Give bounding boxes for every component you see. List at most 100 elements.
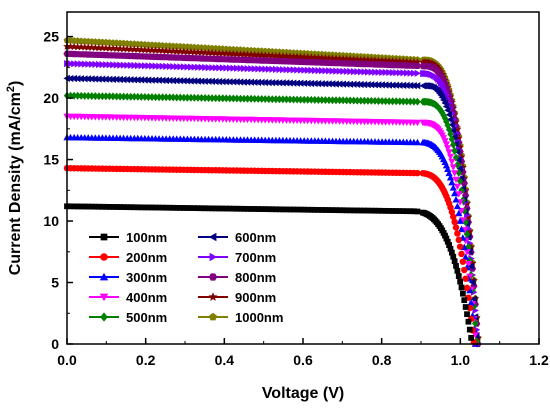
data-point xyxy=(240,78,247,86)
data-point xyxy=(173,77,180,85)
data-point xyxy=(340,207,346,214)
data-point xyxy=(255,206,262,212)
data-point xyxy=(287,66,294,74)
data-point xyxy=(113,61,121,69)
data-point xyxy=(134,92,141,101)
data-point xyxy=(354,96,361,105)
data-point xyxy=(145,93,152,101)
data-point xyxy=(251,65,259,73)
data-point xyxy=(151,76,159,84)
data-point xyxy=(463,230,471,239)
data-point xyxy=(293,52,301,61)
data-point xyxy=(454,267,461,274)
data-point xyxy=(357,96,365,105)
data-point xyxy=(169,47,178,55)
data-point xyxy=(145,62,152,70)
data-point xyxy=(70,91,78,100)
data-point xyxy=(110,204,116,210)
data-point xyxy=(347,207,354,214)
data-point xyxy=(399,57,408,65)
data-point xyxy=(326,67,333,75)
data-point xyxy=(400,69,407,77)
data-point xyxy=(300,79,308,87)
data-point xyxy=(445,149,453,156)
data-point xyxy=(311,66,319,75)
data-point xyxy=(212,64,220,72)
data-point xyxy=(443,235,450,242)
data-point xyxy=(371,97,379,105)
series-200nm xyxy=(63,164,478,346)
legend-label: 100nm xyxy=(126,230,167,245)
x-axis-title: Voltage (V) xyxy=(262,385,344,402)
data-point xyxy=(169,77,177,85)
legend-item: 700nm xyxy=(198,250,276,265)
data-point xyxy=(339,80,346,88)
data-point xyxy=(166,204,173,211)
data-point xyxy=(88,203,95,210)
data-point xyxy=(134,76,141,84)
legend-label: 600nm xyxy=(235,230,276,245)
data-point xyxy=(194,77,201,85)
data-point xyxy=(230,94,237,103)
data-point xyxy=(461,266,468,274)
data-point xyxy=(110,61,117,69)
data-point xyxy=(332,80,339,88)
data-point xyxy=(240,50,248,58)
data-point xyxy=(77,75,84,83)
data-point xyxy=(233,94,241,103)
data-point xyxy=(451,258,458,265)
legend-marker xyxy=(99,272,109,281)
data-point xyxy=(448,178,456,186)
data-point xyxy=(212,77,219,86)
data-point xyxy=(467,299,475,306)
data-point xyxy=(315,67,322,75)
data-point xyxy=(144,76,152,84)
data-point xyxy=(339,96,347,105)
data-point xyxy=(81,92,88,100)
data-point xyxy=(166,62,174,71)
data-point xyxy=(310,53,319,61)
series-300nm xyxy=(63,133,479,347)
data-point xyxy=(195,205,201,212)
data-point xyxy=(187,47,195,56)
data-point xyxy=(155,76,162,84)
data-point xyxy=(198,205,205,212)
data-point xyxy=(283,66,291,74)
data-point xyxy=(283,206,290,213)
data-point xyxy=(236,78,244,86)
data-point xyxy=(202,63,209,72)
data-point xyxy=(244,94,251,103)
data-point xyxy=(322,207,329,213)
data-point xyxy=(454,230,461,237)
data-point xyxy=(152,204,159,211)
data-point xyxy=(229,78,237,86)
data-point xyxy=(191,63,198,71)
data-point xyxy=(152,93,159,102)
x-tick-label: 1.2 xyxy=(529,352,549,368)
data-point xyxy=(464,260,472,268)
data-point xyxy=(212,94,219,103)
data-point xyxy=(308,95,315,104)
data-point xyxy=(99,92,106,101)
data-point xyxy=(141,76,148,84)
data-point xyxy=(223,205,230,212)
data-point xyxy=(205,205,212,212)
data-point xyxy=(333,207,339,214)
data-point xyxy=(304,206,311,213)
data-point xyxy=(471,331,479,339)
data-point xyxy=(194,93,202,102)
data-point xyxy=(448,158,456,166)
data-point xyxy=(445,169,453,177)
data-point xyxy=(385,97,393,106)
data-point xyxy=(276,95,283,104)
data-point xyxy=(286,95,294,104)
data-point xyxy=(414,208,421,215)
data-point xyxy=(205,94,212,102)
legend-item: 900nm xyxy=(198,290,276,305)
data-point xyxy=(179,47,188,55)
data-point xyxy=(183,77,191,85)
data-point xyxy=(308,66,315,74)
data-point xyxy=(413,119,422,127)
data-point xyxy=(269,206,276,213)
data-point xyxy=(170,204,177,211)
